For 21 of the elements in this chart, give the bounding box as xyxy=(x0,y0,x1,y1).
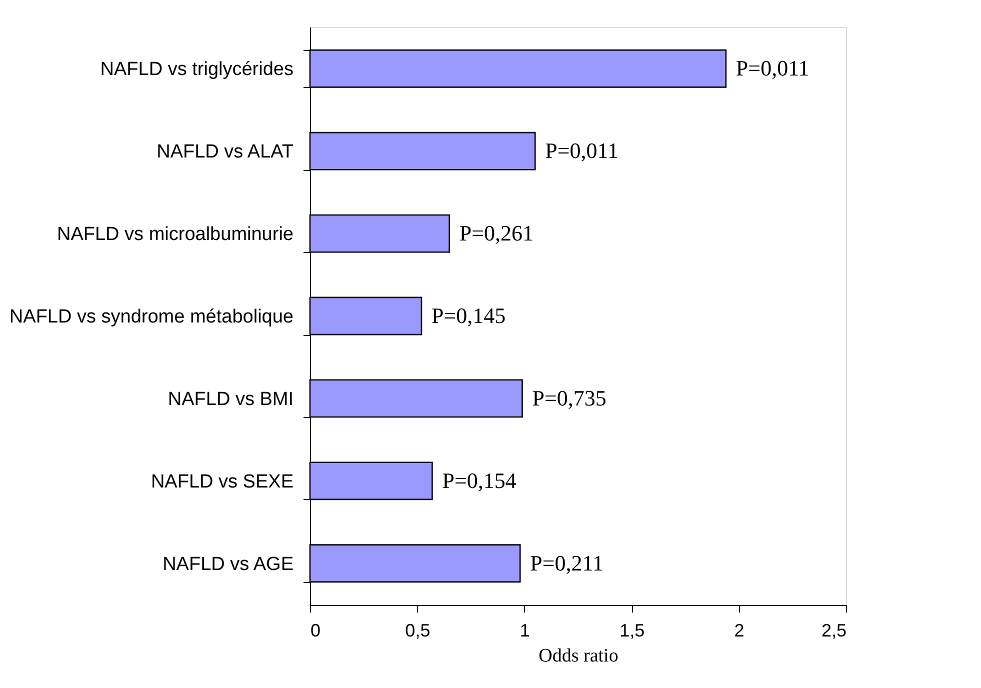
annotation: P=0,011 xyxy=(545,138,618,164)
annotation: P=0,261 xyxy=(459,220,534,246)
annotation: P=0,145 xyxy=(431,303,506,328)
x-axis-title: Odds ratio xyxy=(538,646,618,666)
y-tick-label: NAFLD vs microalbuminurie xyxy=(56,224,294,246)
x-tick-label: 2 xyxy=(734,620,744,640)
x-tick-label: 2,5 xyxy=(821,620,846,640)
annotation: P=0,211 xyxy=(530,550,604,576)
x-tick-label: 1,5 xyxy=(620,620,645,640)
annotation: P=0,011 xyxy=(736,56,810,81)
x-tick-label: 1 xyxy=(520,620,530,640)
y-tick-label: NAFLD vs ALAT xyxy=(156,142,294,163)
x-tick-label: 0,5 xyxy=(405,620,430,640)
y-tick-label: NAFLD vs AGE xyxy=(162,554,294,575)
y-tick-label: NAFLD vs triglycérides xyxy=(100,59,294,80)
annotation: P=0,735 xyxy=(532,385,606,410)
y-tick-label: NAFLD vs SEXE xyxy=(150,471,294,492)
x-tick-label: 0 xyxy=(310,620,321,640)
y-tick-label: NAFLD vs BMI xyxy=(168,388,294,410)
annotation: P=0,154 xyxy=(442,468,516,493)
y-tick-label: NAFLD vs syndrome métabolique xyxy=(9,306,294,328)
